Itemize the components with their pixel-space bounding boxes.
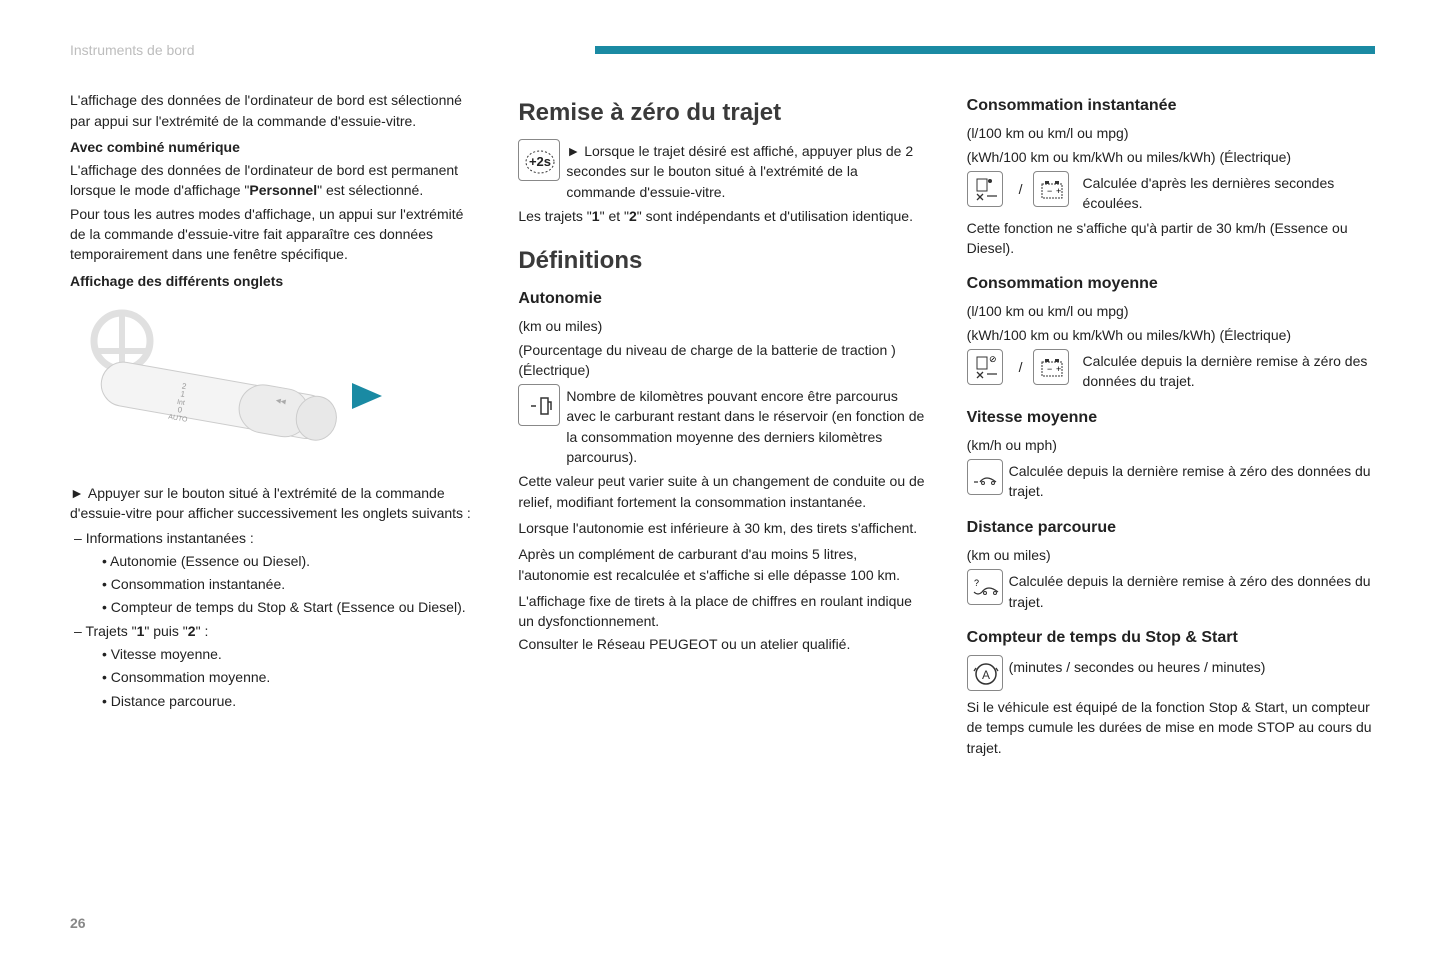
list-item: Distance parcourue. — [74, 691, 478, 711]
fuel-pump-icon — [518, 384, 560, 426]
wiper-stalk-figure: 2 1 Int 0 AUTO ◂◂ — [70, 301, 390, 471]
heading-remise: Remise à zéro du trajet — [518, 96, 926, 131]
col1-list: Informations instantanées : Autonomie (E… — [74, 528, 478, 711]
heading-definitions: Définitions — [518, 244, 926, 279]
moy-u1: (l/100 km ou km/l ou mpg) — [967, 301, 1375, 321]
vit-u: (km/h ou mph) — [967, 435, 1375, 455]
col1-heading-numerique: Avec combiné numérique — [70, 139, 240, 155]
remise-row: +2s ►Lorsque le trajet désiré est affich… — [518, 139, 926, 202]
page-header: Instruments de bord — [70, 40, 1375, 60]
heading-vit: Vitesse moyenne — [967, 406, 1375, 429]
svg-text:+: + — [1056, 186, 1061, 196]
moy-text: Calculée depuis la dernière remise à zér… — [1083, 349, 1375, 392]
stop-p: Si le véhicule est équipé de la fonction… — [967, 697, 1375, 758]
heading-dist: Distance parcourue — [967, 516, 1375, 539]
dist-u: (km ou miles) — [967, 545, 1375, 565]
heading-moy: Consommation moyenne — [967, 272, 1375, 295]
heading-autonomie: Autonomie — [518, 287, 926, 310]
list-item: Consommation instantanée. — [74, 574, 478, 594]
header-accent-bar — [595, 46, 1375, 54]
list-item: Vitesse moyenne. — [74, 644, 478, 664]
svg-text:−: − — [1047, 364, 1052, 374]
svg-text:+2s: +2s — [529, 154, 551, 169]
car-speed-icon — [967, 459, 1003, 495]
list-item: Trajets "1" puis "2" : — [74, 621, 478, 641]
auto-p5: Après un complément de carburant d'au mo… — [518, 544, 926, 585]
fuel-average-icon — [967, 171, 1003, 207]
col1-heading-onglets: Affichage des différents onglets — [70, 273, 283, 289]
auto-icon-text: Nombre de kilomètres pouvant encore être… — [566, 384, 926, 467]
col1-p3: Pour tous les autres modes d'affichage, … — [70, 204, 478, 265]
heading-inst: Consommation instantanée — [967, 94, 1375, 117]
stop-start-icon: A — [967, 655, 1003, 691]
auto-p3: Cette valeur peut varier suite à un chan… — [518, 471, 926, 512]
dist-icon-row: ? Calculée depuis la dernière remise à z… — [967, 569, 1375, 612]
col1-intro: L'affichage des données de l'ordinateur … — [70, 90, 478, 131]
inst-icon-row: / −+ Calculée d'après les dernières seco… — [967, 171, 1375, 214]
auto-p4: Lorsque l'autonomie est inférieure à 30 … — [518, 518, 926, 538]
page-number: 26 — [70, 913, 86, 933]
svg-text:◂◂: ◂◂ — [275, 395, 287, 408]
inst-p2: Cette fonction ne s'affiche qu'à partir … — [967, 218, 1375, 259]
vit-icon-row: Calculée depuis la dernière remise à zér… — [967, 459, 1375, 502]
battery-icon: −+ — [1033, 171, 1069, 207]
column-2: Remise à zéro du trajet +2s ►Lorsque le … — [518, 90, 926, 761]
list-item: Compteur de temps du Stop & Start (Essen… — [74, 597, 478, 617]
svg-text:A: A — [982, 668, 990, 682]
battery-icon: −+ — [1033, 349, 1069, 385]
stop-units: (minutes / secondes ou heures / minutes) — [1009, 655, 1375, 677]
moy-u2: (kWh/100 km ou km/kWh ou miles/kWh) (Éle… — [967, 325, 1375, 345]
auto-units2: (Pourcentage du niveau de charge de la b… — [518, 340, 926, 381]
svg-text:−: − — [1047, 186, 1052, 196]
inst-u1: (l/100 km ou km/l ou mpg) — [967, 123, 1375, 143]
remise-text: ►Lorsque le trajet désiré est affiché, a… — [566, 139, 926, 202]
remise-p2: Les trajets "1" et "2" sont indépendants… — [518, 206, 926, 226]
auto-units1: (km ou miles) — [518, 316, 926, 336]
separator: / — [1019, 179, 1023, 199]
moy-icon-row: ⊘ / −+ Calculée depuis la dernière remis… — [967, 349, 1375, 392]
column-1: L'affichage des données de l'ordinateur … — [70, 90, 478, 761]
dist-text: Calculée depuis la dernière remise à zér… — [1009, 569, 1375, 612]
vit-text: Calculée depuis la dernière remise à zér… — [1009, 459, 1375, 502]
svg-text:?: ? — [974, 578, 979, 588]
svg-text:+: + — [1056, 364, 1061, 374]
list-item: Consommation moyenne. — [74, 667, 478, 687]
auto-icon-row: Nombre de kilomètres pouvant encore être… — [518, 384, 926, 467]
column-3: Consommation instantanée (l/100 km ou km… — [967, 90, 1375, 761]
section-title: Instruments de bord — [70, 40, 195, 60]
car-distance-icon: ? — [967, 569, 1003, 605]
auto-p6: L'affichage fixe de tirets à la place de… — [518, 591, 926, 632]
svg-text:⊘: ⊘ — [989, 354, 997, 364]
col1-button-instruction: ►Appuyer sur le bouton situé à l'extrémi… — [70, 483, 478, 524]
auto-p7: Consulter le Réseau PEUGEOT ou un atelie… — [518, 634, 926, 654]
inst-text: Calculée d'après les dernières secondes … — [1083, 171, 1375, 214]
inst-u2: (kWh/100 km ou km/kWh ou miles/kWh) (Éle… — [967, 147, 1375, 167]
fuel-avg-slash-icon: ⊘ — [967, 349, 1003, 385]
col1-p2: L'affichage des données de l'ordinateur … — [70, 160, 478, 201]
separator: / — [1019, 357, 1023, 377]
content-columns: L'affichage des données de l'ordinateur … — [70, 90, 1375, 761]
heading-stop: Compteur de temps du Stop & Start — [967, 626, 1375, 649]
list-item: Autonomie (Essence ou Diesel). — [74, 551, 478, 571]
stop-icon-row: A (minutes / secondes ou heures / minute… — [967, 655, 1375, 691]
two-seconds-icon: +2s — [518, 139, 560, 181]
list-item: Informations instantanées : — [74, 528, 478, 548]
